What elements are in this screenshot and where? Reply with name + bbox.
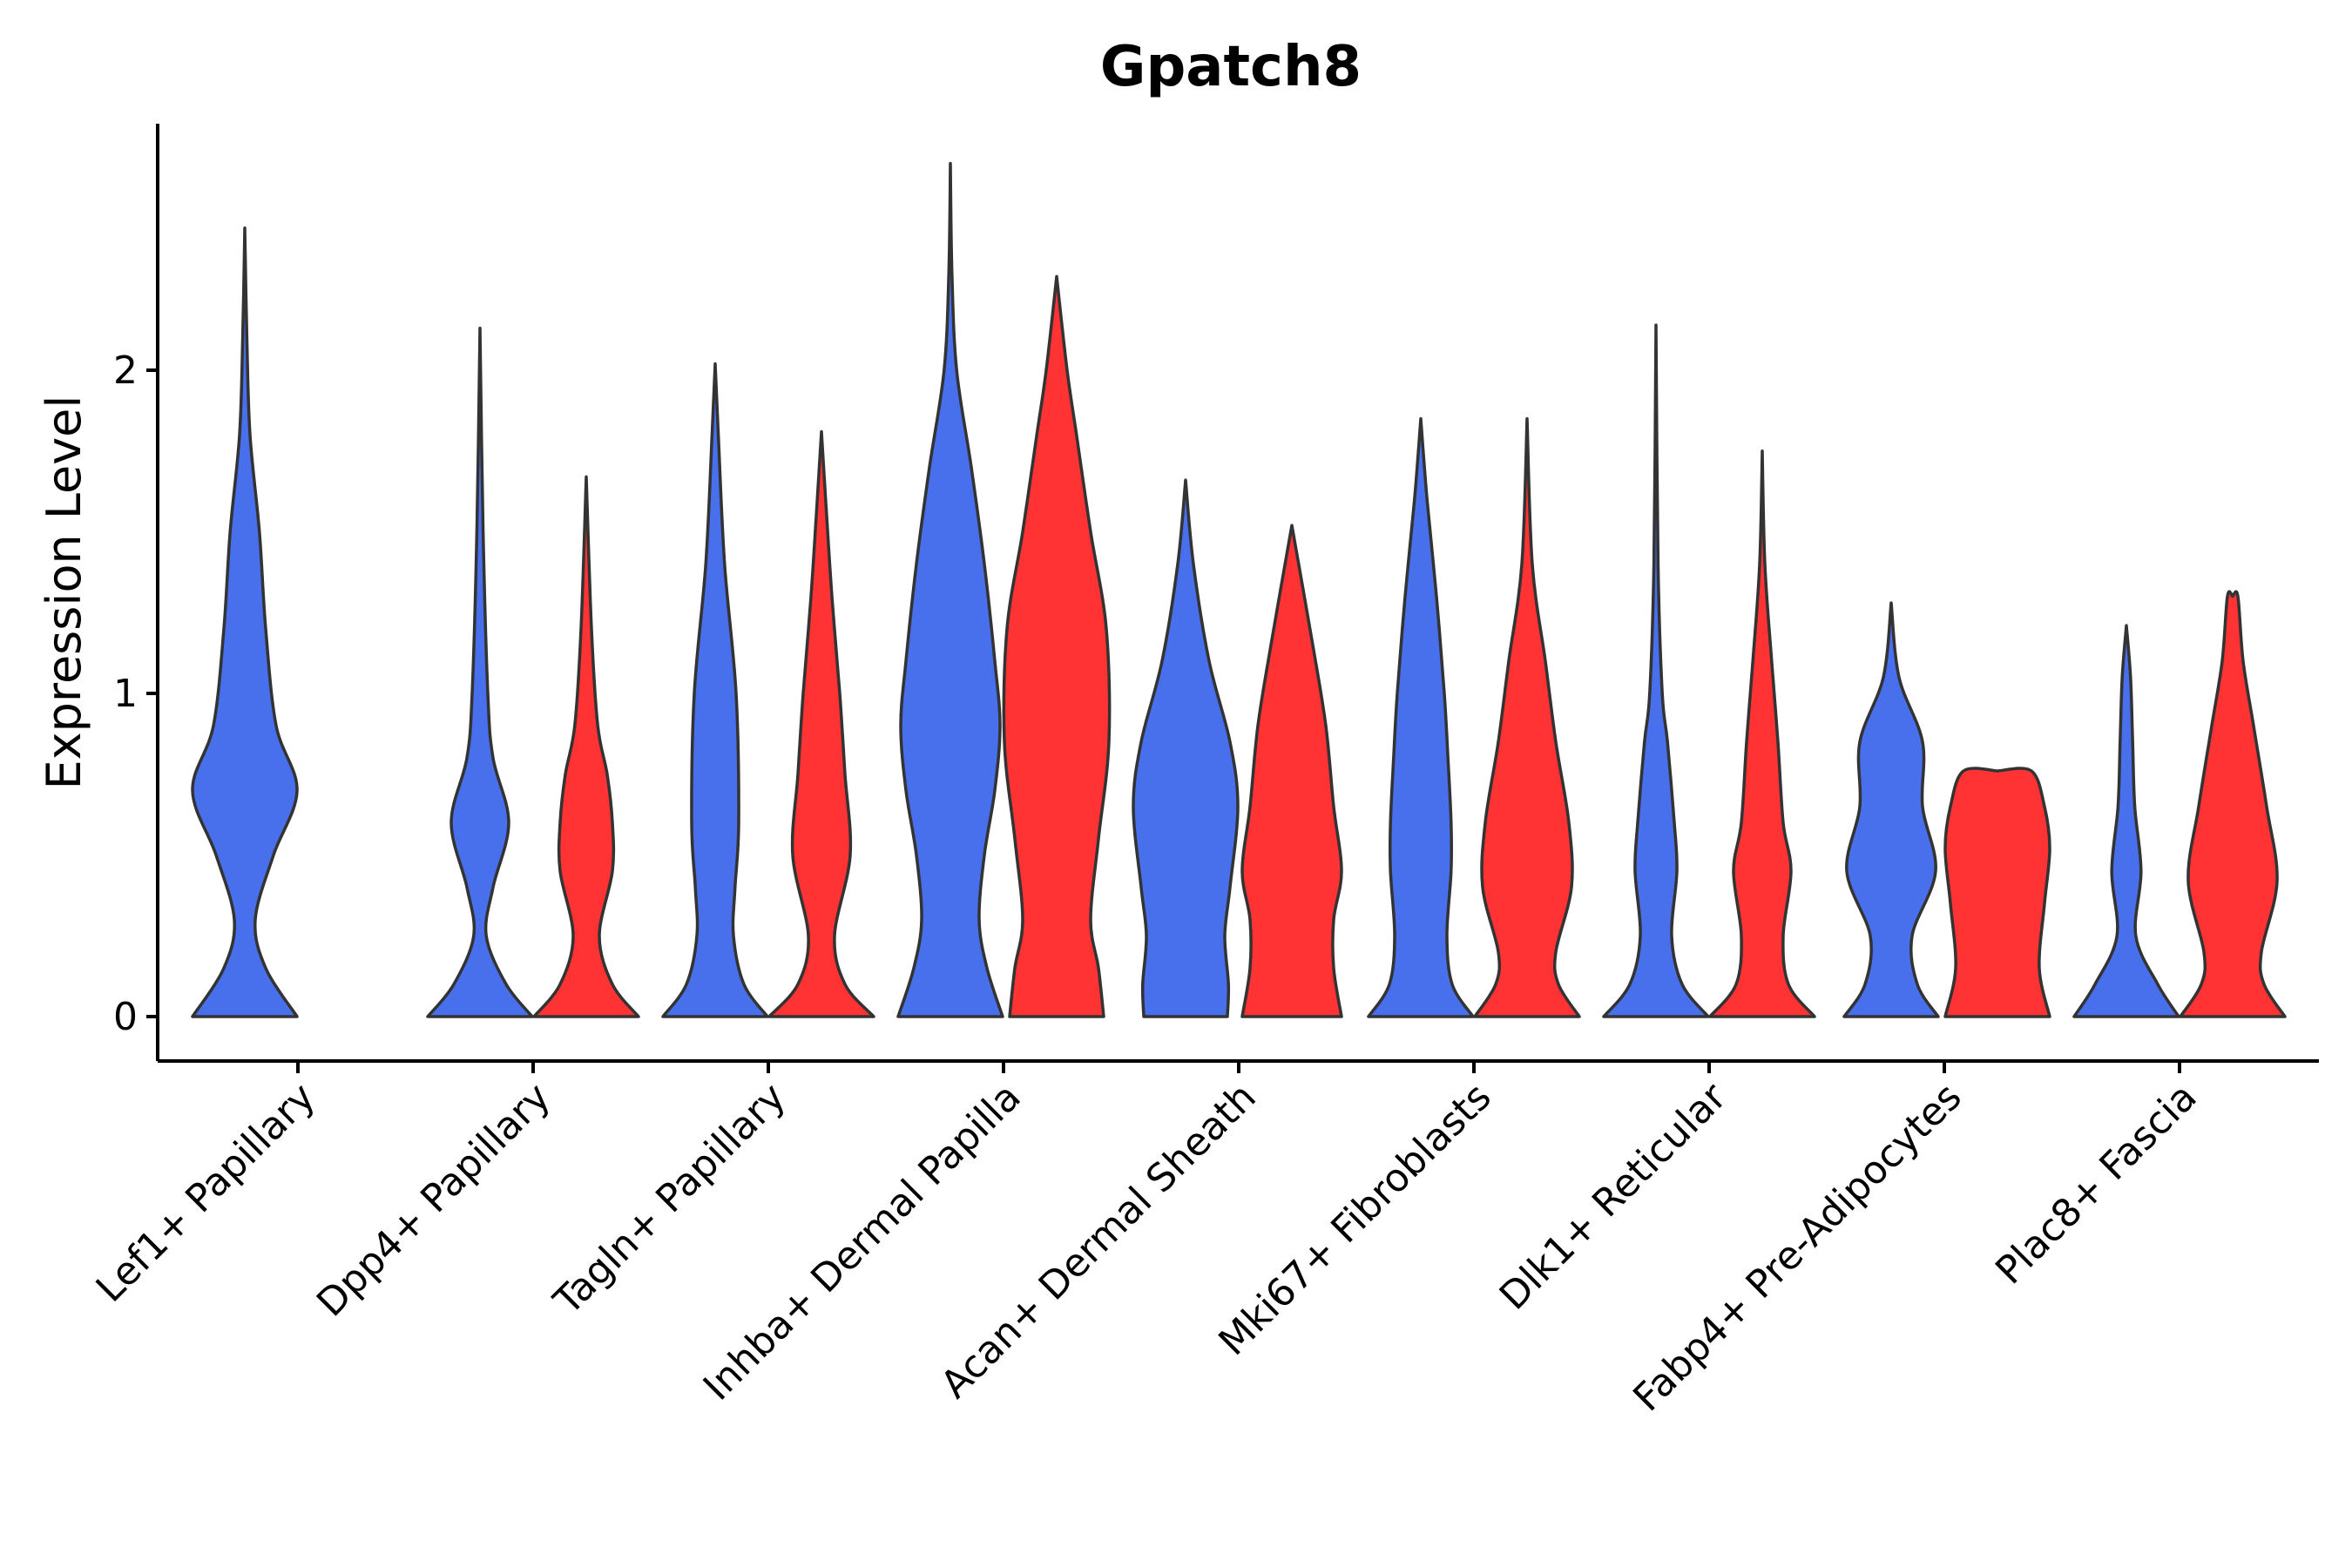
violin-group_b-1 <box>532 475 640 1018</box>
violin-group_b-6 <box>1708 449 1816 1018</box>
chart-title: Gpatch8 <box>1100 35 1362 99</box>
x-tick-label: Mki67+ Fibroblasts <box>1210 1075 1499 1364</box>
x-tick-label: Lef1+ Papillary <box>88 1075 324 1311</box>
x-tick-label: Tagln+ Papillary <box>545 1075 794 1324</box>
violin-group_a-2 <box>661 362 769 1018</box>
violin-group_a-4 <box>1132 478 1240 1018</box>
violin-group_a-7 <box>1842 601 1940 1018</box>
violin-group_b-5 <box>1473 416 1581 1018</box>
violin-group_a-6 <box>1602 323 1710 1018</box>
y-ticks: 0 1 2 <box>113 348 158 1039</box>
violin-group_a-1 <box>426 327 534 1018</box>
y-tick-label: 2 <box>113 348 138 393</box>
y-axis-label: Expression Level <box>37 395 91 790</box>
violin-group_b-2 <box>767 429 875 1018</box>
x-tick-label: Plac8+ Fascia <box>1987 1075 2206 1294</box>
violin-group_a-0 <box>191 226 299 1018</box>
violin-group_a-3 <box>896 161 1004 1018</box>
y-tick-label: 1 <box>113 672 138 716</box>
violin-group_b-3 <box>1002 274 1112 1018</box>
x-tick-label: Dpp4+ Papillary <box>308 1075 559 1326</box>
x-tick-label: Dlk1+ Reticular <box>1491 1074 1736 1319</box>
violin-group_a-8 <box>2072 624 2180 1018</box>
y-tick-label: 0 <box>113 995 138 1039</box>
violin-group_b-4 <box>1240 524 1343 1018</box>
violin-layer <box>191 161 2287 1018</box>
violin-group_b-7 <box>1943 767 2051 1018</box>
violin-group_b-8 <box>2179 590 2287 1018</box>
violin-group_a-5 <box>1367 416 1475 1018</box>
